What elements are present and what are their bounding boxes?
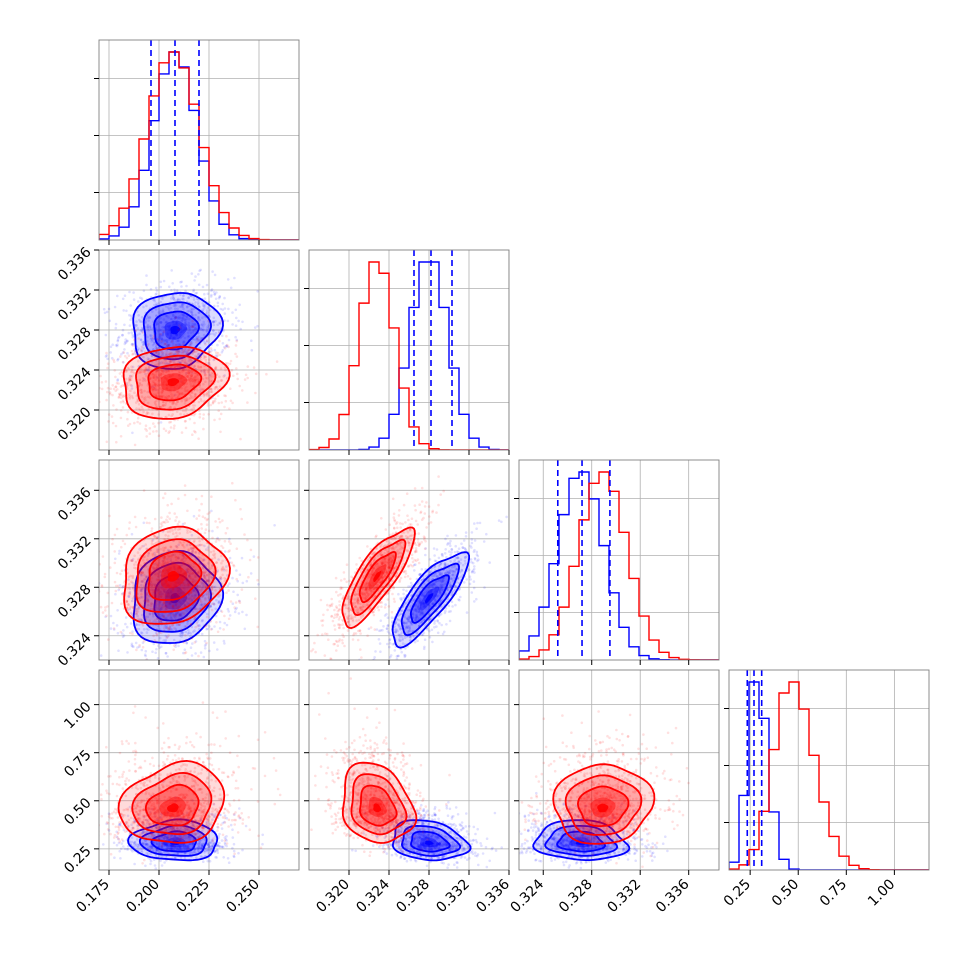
x-tick-label-1-4: 0.336 [473, 876, 513, 916]
y-tick-label-1-3: 0.332 [55, 284, 95, 324]
y-tick-label-3-3: 1.00 [61, 699, 94, 732]
x-tick-label-0-2: 0.225 [173, 876, 213, 916]
scatter-panel-1-0 [63, 244, 299, 450]
y-tick-label-3-2: 0.75 [61, 747, 94, 780]
scatter-panel-3-2 [490, 670, 720, 874]
x-tick-label-0-0: 0.175 [73, 876, 113, 916]
y-tick-label-2-2: 0.332 [55, 533, 95, 573]
y-tick-label-3-0: 0.25 [61, 843, 94, 876]
y-tick-label-3-1: 0.50 [61, 795, 94, 828]
x-tick-label-2-2: 0.332 [605, 876, 645, 916]
x-tick-label-2-3: 0.336 [653, 876, 693, 916]
x-tick-label-1-1: 0.324 [353, 876, 393, 916]
x-tick-label-3-0: 0.25 [721, 876, 754, 909]
x-tick-label-2-1: 0.328 [556, 876, 596, 916]
y-tick-label-2-3: 0.336 [55, 485, 95, 525]
scatter-panel-3-1 [305, 670, 510, 870]
x-tick-label-1-2: 0.328 [393, 876, 433, 916]
y-tick-label-2-0: 0.324 [55, 630, 95, 670]
y-tick-label-1-0: 0.320 [55, 404, 95, 444]
y-tick-label-1-2: 0.328 [55, 324, 95, 364]
histogram-panel-1 [309, 250, 509, 450]
x-tick-label-0-1: 0.200 [123, 876, 163, 916]
histogram-panel-2 [519, 460, 719, 660]
y-tick-label-2-1: 0.328 [55, 582, 95, 622]
x-tick-label-0-3: 0.250 [223, 876, 263, 916]
y-tick-label-1-4: 0.336 [55, 244, 95, 284]
x-tick-label-1-0: 0.320 [313, 876, 353, 916]
histogram-panel-0 [99, 40, 299, 240]
y-tick-label-1-1: 0.324 [55, 364, 95, 404]
x-tick-label-1-3: 0.332 [433, 876, 473, 916]
scatter-panel-3-0 [66, 670, 299, 872]
histogram-panel-3 [729, 670, 929, 870]
x-tick-label-3-2: 0.75 [817, 876, 850, 909]
x-tick-label-3-3: 1.00 [865, 876, 898, 909]
scatter-panel-2-1 [303, 460, 509, 708]
x-tick-label-2-0: 0.324 [508, 876, 548, 916]
x-tick-label-3-1: 0.50 [769, 876, 802, 909]
